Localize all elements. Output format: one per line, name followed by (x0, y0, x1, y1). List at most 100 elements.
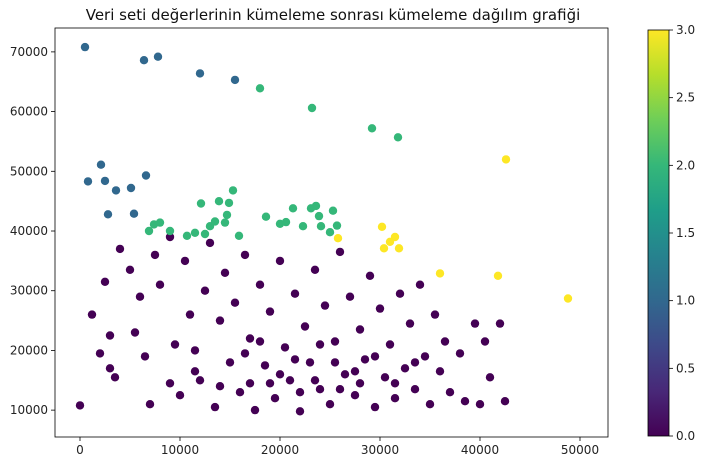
data-point-cluster-0 (135, 292, 145, 301)
y-tick-label: 60000 (10, 105, 48, 119)
data-point-cluster-2 (328, 206, 338, 215)
data-point-cluster-0 (410, 358, 420, 367)
data-point-cluster-0 (310, 376, 320, 385)
data-point-cluster-0 (240, 349, 250, 358)
data-point-cluster-1 (80, 42, 90, 52)
data-point-cluster-2 (210, 217, 220, 226)
data-point-cluster-0 (310, 265, 320, 274)
data-point-cluster-0 (420, 352, 430, 361)
data-point-cluster-0 (155, 280, 165, 289)
data-point-cluster-0 (185, 310, 195, 319)
data-point-cluster-0 (275, 256, 285, 266)
data-point-cluster-2 (214, 197, 224, 206)
data-point-cluster-1 (195, 69, 205, 78)
data-point-cluster-0 (260, 361, 270, 370)
data-point-cluster-0 (425, 400, 435, 409)
data-point-cluster-3 (385, 237, 395, 246)
data-point-cluster-0 (460, 397, 470, 406)
colorbar-gradient (647, 29, 670, 437)
data-point-cluster-0 (140, 352, 150, 361)
y-tick-label: 50000 (10, 164, 48, 178)
data-point-cluster-2 (165, 226, 175, 236)
colorbar-tick-label: 0.0 (676, 429, 695, 443)
data-point-cluster-2 (311, 201, 321, 211)
data-point-cluster-0 (290, 289, 300, 298)
data-point-cluster-0 (290, 355, 300, 364)
y-tick-label: 70000 (10, 45, 48, 59)
y-axis: 10000 20000 30000 40000 50000 60000 70000 (10, 45, 55, 417)
data-point-cluster-2 (144, 226, 154, 236)
x-tick-label: 10000 (161, 443, 199, 457)
data-point-cluster-2 (261, 212, 271, 221)
data-point-cluster-3 (394, 244, 404, 253)
data-point-cluster-2 (298, 222, 308, 231)
data-point-cluster-0 (205, 238, 215, 248)
data-point-cluster-2 (196, 199, 206, 208)
data-point-cluster-0 (220, 268, 230, 277)
data-point-cluster-0 (190, 367, 200, 376)
data-point-cluster-0 (400, 364, 410, 373)
data-point-cluster-0 (165, 232, 175, 242)
data-point-cluster-2 (332, 221, 342, 230)
data-point-cluster-3 (563, 294, 573, 303)
data-point-cluster-2 (288, 204, 298, 213)
data-point-cluster-0 (230, 298, 240, 307)
data-point-cluster-0 (200, 286, 210, 295)
data-point-cluster-1 (111, 186, 121, 195)
data-point-cluster-2 (393, 133, 403, 142)
data-point-cluster-0 (365, 271, 375, 280)
data-point-cluster-1 (230, 75, 240, 85)
data-point-cluster-0 (105, 364, 115, 373)
data-point-cluster-2 (314, 211, 324, 221)
data-point-cluster-2 (190, 228, 200, 237)
data-point-cluster-1 (100, 176, 110, 186)
data-point-cluster-2 (228, 186, 238, 195)
data-point-cluster-2 (255, 84, 265, 93)
data-point-cluster-0 (360, 355, 370, 364)
data-point-cluster-0 (87, 310, 97, 319)
data-point-cluster-2 (281, 217, 291, 227)
data-point-cluster-0 (355, 325, 365, 334)
data-point-cluster-0 (370, 352, 380, 361)
data-point-cluster-0 (165, 379, 175, 388)
data-point-cluster-0 (115, 244, 125, 254)
data-point-cluster-0 (150, 250, 160, 260)
data-point-cluster-0 (385, 340, 395, 349)
data-point-cluster-2 (220, 218, 230, 227)
x-tick-label: 40000 (461, 443, 499, 457)
y-tick-label: 30000 (10, 284, 48, 298)
data-point-cluster-0 (350, 391, 360, 400)
data-point-cluster-0 (245, 334, 255, 343)
data-point-cluster-0 (105, 331, 115, 340)
data-point-cluster-0 (325, 400, 335, 409)
data-point-cluster-1 (103, 210, 113, 219)
data-point-cluster-1 (153, 52, 163, 61)
data-point-cluster-0 (315, 385, 325, 394)
data-point-cluster-0 (235, 388, 245, 397)
data-point-cluster-0 (100, 277, 110, 286)
data-point-cluster-1 (141, 171, 151, 180)
y-tick-label: 10000 (10, 403, 48, 417)
data-point-cluster-0 (470, 319, 480, 328)
data-point-cluster-1 (129, 209, 139, 218)
data-point-cluster-0 (320, 301, 330, 310)
x-axis: 0 10000 20000 30000 40000 50000 (76, 437, 599, 457)
data-point-cluster-1 (96, 160, 106, 169)
y-tick-label: 40000 (10, 224, 48, 238)
data-point-cluster-2 (200, 229, 210, 239)
data-point-cluster-2 (325, 228, 335, 237)
colorbar-tick-label: 1.0 (676, 294, 695, 308)
data-point-cluster-0 (330, 358, 340, 367)
colorbar: 0.0 0.5 1.0 1.5 2.0 2.5 3.0 (647, 23, 695, 443)
data-point-cluster-0 (370, 402, 380, 412)
data-point-cluster-3 (501, 155, 511, 164)
data-point-cluster-0 (390, 379, 400, 388)
data-point-cluster-0 (315, 340, 325, 349)
data-point-cluster-2 (234, 231, 244, 240)
data-point-cluster-1 (126, 183, 136, 193)
data-point-cluster-0 (295, 388, 305, 397)
data-point-cluster-3 (379, 244, 389, 253)
data-point-cluster-2 (307, 103, 317, 113)
